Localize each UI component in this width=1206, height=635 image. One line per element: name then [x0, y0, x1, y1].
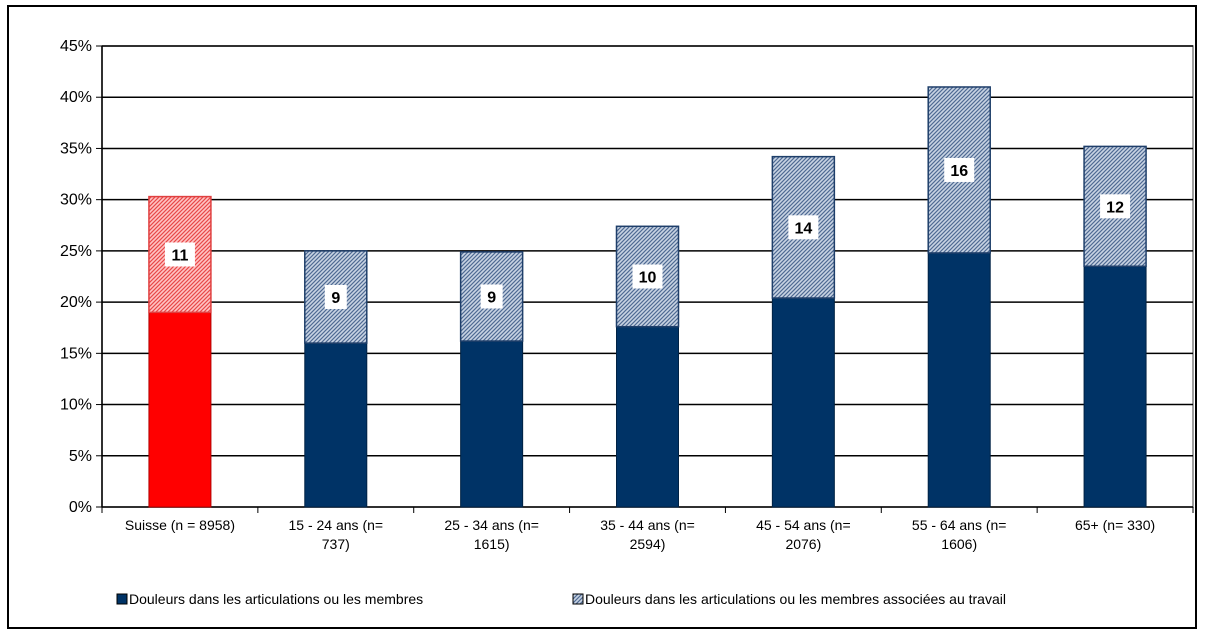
- y-tick-label: 40%: [60, 89, 92, 106]
- y-tick-label: 20%: [60, 294, 92, 311]
- y-tick-label: 0%: [69, 499, 92, 516]
- x-tick-label: 35 - 44 ans (n=: [600, 517, 695, 533]
- bar-segment-douleurs: [460, 340, 524, 508]
- x-axis-labels: Suisse (n = 8958) 15 - 24 ans (n= 737) 25 -…: [125, 517, 1155, 552]
- x-tick-label: 1615): [474, 536, 510, 552]
- bar-segment-douleurs: [771, 297, 835, 508]
- data-label: 10: [639, 270, 657, 287]
- y-tick-label: 35%: [60, 140, 92, 157]
- y-tick-label: 15%: [60, 345, 92, 362]
- y-tick-label: 25%: [60, 243, 92, 260]
- bar-segment-douleurs: [927, 252, 991, 508]
- data-label: 9: [487, 289, 496, 306]
- legend-swatch-douleurs: [116, 593, 128, 605]
- bar-segment-douleurs: [304, 342, 368, 508]
- data-label-box: [480, 284, 503, 309]
- data-label-box: [164, 242, 195, 267]
- legend-label-douleurs-travail: Douleurs dans les articulations ou les m…: [585, 591, 1006, 607]
- x-tick-label: 65+ (n= 330): [1075, 517, 1155, 533]
- x-tick-label: 1606): [941, 536, 977, 552]
- x-tick-label: Suisse (n = 8958): [125, 517, 235, 533]
- data-label-box: [1100, 194, 1131, 219]
- bars: [148, 86, 1147, 508]
- data-labels: 11 9 9 10 14 16 12: [164, 157, 1131, 309]
- y-tick-label: 5%: [69, 448, 92, 465]
- data-label: 11: [171, 247, 188, 264]
- bar-segment-douleurs-travail: [615, 225, 680, 328]
- data-label-box: [788, 215, 819, 240]
- x-tick-label: 55 - 64 ans (n=: [912, 517, 1007, 533]
- bar-segment-douleurs: [1083, 265, 1147, 508]
- y-tick-label: 10%: [60, 397, 92, 414]
- legend: Douleurs dans les articulations ou les m…: [116, 591, 1006, 607]
- data-label-box: [632, 264, 663, 289]
- y-tick-label: 45%: [60, 38, 92, 55]
- x-tick-label: 2076): [785, 536, 821, 552]
- data-label-box: [324, 284, 347, 309]
- x-tick-label: 25 - 34 ans (n=: [444, 517, 539, 533]
- data-label: 9: [331, 290, 340, 307]
- x-tick-label: 737): [322, 536, 350, 552]
- legend-swatch-douleurs-travail: [572, 593, 584, 605]
- data-label: 12: [1106, 199, 1124, 216]
- y-tick-label: 30%: [60, 192, 92, 209]
- data-label: 14: [794, 220, 812, 237]
- bar-segment-douleurs: [616, 326, 679, 508]
- data-label: 16: [950, 163, 968, 180]
- legend-label-douleurs: Douleurs dans les articulations ou les m…: [129, 591, 423, 607]
- data-label-box: [944, 157, 975, 182]
- bar-segment-douleurs: [148, 311, 212, 508]
- x-tick-label: 45 - 54 ans (n=: [756, 517, 851, 533]
- x-tick-label: 15 - 24 ans (n=: [289, 517, 384, 533]
- x-tick-label: 2594): [630, 536, 666, 552]
